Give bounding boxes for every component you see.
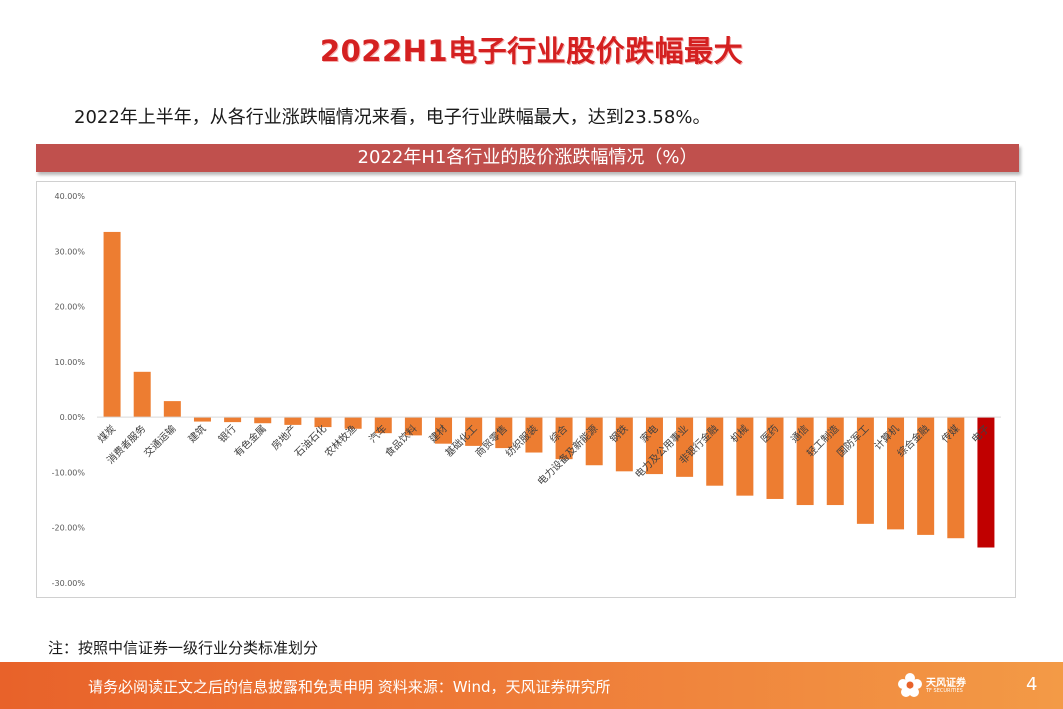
bar-计算机: [887, 417, 905, 530]
footer-bar: 请务必阅读正文之后的信息披露和免责申明 资料来源：Wind，天风证券研究所 天风…: [0, 662, 1063, 709]
logo-subtext: TF SECURITIES: [926, 688, 963, 694]
bar-电力及公用事业: [676, 417, 694, 477]
bar-传媒: [947, 417, 965, 539]
bar-基础化工: [465, 417, 483, 446]
bar-电子: [977, 417, 995, 548]
y-tick-label: 0.00%: [60, 413, 86, 422]
bar-通信: [796, 417, 814, 506]
x-tick-label: 石油石化: [292, 422, 329, 459]
y-tick-label: -10.00%: [52, 468, 86, 477]
bar-食品饮料: [404, 417, 422, 436]
page-number: 4: [1026, 674, 1038, 695]
bar-机械: [736, 417, 754, 496]
x-tick-label: 房地产: [269, 422, 299, 452]
bar-家电: [645, 417, 663, 475]
chart-title-banner: 2022年H1各行业的股价涨跌幅情况（%）: [36, 144, 1019, 172]
bar-汽车: [374, 417, 392, 434]
bar-钢铁: [615, 417, 633, 472]
y-tick-label: -30.00%: [52, 579, 86, 588]
x-tick-label: 有色金属: [231, 422, 268, 459]
bar-房地产: [284, 417, 302, 425]
y-tick-label: 40.00%: [54, 192, 85, 201]
footnote: 注：按照中信证券一级行业分类标准划分: [48, 639, 319, 657]
bar-轻工制造: [826, 417, 844, 506]
bar-商贸零售: [495, 417, 513, 449]
x-tick-label: 建筑: [185, 422, 208, 445]
bar-非银行金融: [706, 417, 724, 486]
bar-综合: [555, 417, 573, 460]
bar-有色金属: [254, 417, 272, 424]
bar-电力设备及新能源: [585, 417, 603, 466]
bar-国防军工: [856, 417, 874, 524]
bar-医药: [766, 417, 784, 499]
bar-纺织服装: [525, 417, 543, 453]
x-tick-label: 农林牧渔: [322, 422, 359, 459]
bar-消费者服务: [133, 371, 151, 418]
bar-煤炭: [103, 231, 121, 418]
y-tick-label: 10.00%: [54, 358, 85, 367]
bar-农林牧渔: [344, 417, 362, 429]
disclaimer-text: 请务必阅读正文之后的信息披露和免责申明 资料来源：Wind，天风证券研究所: [88, 678, 611, 696]
y-tick-label: 30.00%: [54, 247, 85, 256]
x-tick-label: 交通运输: [141, 422, 178, 459]
bar-建材: [435, 417, 453, 444]
summary-text: 2022年上半年，从各行业涨跌幅情况来看，电子行业跌幅最大，达到23.58%。: [74, 107, 711, 128]
page-title: 2022H1电子行业股价跌幅最大: [319, 34, 744, 68]
bar-chart: 40.00% 30.00% 20.00% 10.00% 0.00% -10.00% -20.…: [52, 192, 1001, 588]
chart-container: 40.00% 30.00% 20.00% 10.00% 0.00% -10.00% -20.…: [36, 181, 1016, 598]
bar-银行: [224, 417, 242, 423]
y-tick-label: 20.00%: [54, 303, 85, 312]
logo-name: 天风证券: [926, 678, 966, 689]
x-tick-label: 银行: [215, 422, 238, 445]
flower-logo-icon: [898, 673, 922, 697]
bar-建筑: [193, 417, 211, 422]
bar-交通运输: [163, 401, 181, 418]
company-logo: 天风证券 TF SECURITIES: [896, 670, 1006, 702]
bar-综合金融: [917, 417, 935, 535]
y-tick-label: -20.00%: [52, 524, 86, 533]
x-tick-label: 煤炭: [95, 422, 118, 445]
bar-石油石化: [314, 417, 332, 428]
